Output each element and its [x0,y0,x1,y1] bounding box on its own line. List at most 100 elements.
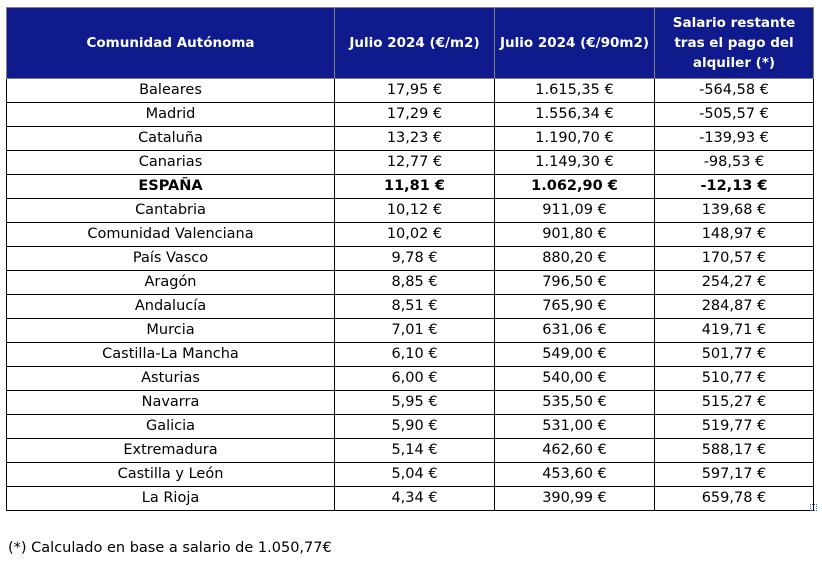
table-row: Aragón 8,85 €796,50 €254,27 € [6,270,814,295]
header-price-per-m2: Julio 2024 (€/m2) [334,7,495,79]
cell-price-per-m2: 6,10 € [334,342,495,367]
cell-price-per-m2: 8,85 € [334,270,495,295]
cell-price-per-90m2: 901,80 € [494,222,655,247]
table-row: Cantabria 10,12 €911,09 €139,68 € [6,198,814,223]
cell-price-per-90m2: 453,60 € [494,462,655,487]
cell-price-per-m2: 5,14 € [334,438,495,463]
cell-community: Navarra [6,390,335,415]
table-row: Asturias 6,00 €540,00 €510,77 € [6,366,814,391]
table-body: Baleares 17,95 €1.615,35 € -564,58 € Madrid… [6,78,814,511]
cell-price-per-90m2: 462,60 € [494,438,655,463]
cell-remaining-salary: 139,68 € [654,198,814,223]
table-row: Madrid 17,29 €1.556,34 € -505,57 € [6,102,814,127]
cell-remaining-salary: 659,78 € [654,486,814,511]
cell-community: Cataluña [6,126,335,151]
cell-community: Cantabria [6,198,335,223]
cell-community: Baleares [6,78,335,103]
cell-price-per-90m2: 1.615,35 € [494,78,655,103]
cell-price-per-90m2: 765,90 € [494,294,655,319]
table-row: País Vasco 9,78 €880,20 €170,57 € [6,246,814,271]
cell-remaining-salary: 510,77 € [654,366,814,391]
cell-price-per-m2: 7,01 € [334,318,495,343]
cell-price-per-m2: 17,95 € [334,78,495,103]
cell-community: Castilla y León [6,462,335,487]
cell-remaining-salary: 501,77 € [654,342,814,367]
cell-price-per-90m2: 540,00 € [494,366,655,391]
cell-price-per-m2: 17,29 € [334,102,495,127]
table-row: Canarias 12,77 €1.149,30 € -98,53 € [6,150,814,175]
table-row: Castilla-La Mancha 6,10 €549,00 €501,77 € [6,342,814,367]
cell-price-per-90m2: 531,00 € [494,414,655,439]
cell-price-per-m2: 5,04 € [334,462,495,487]
cell-remaining-salary: -98,53 € [654,150,814,175]
cell-price-per-m2: 13,23 € [334,126,495,151]
cell-remaining-salary: 419,71 € [654,318,814,343]
cell-remaining-salary: 519,77 € [654,414,814,439]
cell-community: Comunidad Valenciana [6,222,335,247]
table-row: Comunidad Valenciana 10,02 €901,80 €148,9… [6,222,814,247]
cell-remaining-salary: 254,27 € [654,270,814,295]
cell-remaining-salary: -505,57 € [654,102,814,127]
cell-price-per-90m2: 1.190,70 € [494,126,655,151]
cell-price-per-m2: 11,81 € [334,174,495,199]
cell-community: ESPAÑA [6,174,335,199]
cell-price-per-m2: 6,00 € [334,366,495,391]
cell-community: Andalucía [6,294,335,319]
cell-remaining-salary: -564,58 € [654,78,814,103]
cell-price-per-m2: 10,02 € [334,222,495,247]
cell-remaining-salary: 148,97 € [654,222,814,247]
rent-table: Comunidad Autónoma Julio 2024 (€/m2) Jul… [6,7,814,511]
selection-handle[interactable] [810,504,817,511]
header-price-per-90m2: Julio 2024 (€/90m2) [494,7,655,79]
cell-remaining-salary: 170,57 € [654,246,814,271]
rent-table-container: Comunidad Autónoma Julio 2024 (€/m2) Jul… [6,7,814,511]
cell-remaining-salary: 597,17 € [654,462,814,487]
cell-price-per-90m2: 535,50 € [494,390,655,415]
table-row: Cataluña 13,23 €1.190,70 € -139,93 € [6,126,814,151]
table-row: ESPAÑA 11,81 €1.062,90 € -12,13 € [6,174,814,199]
cell-community: Castilla-La Mancha [6,342,335,367]
cell-community: Extremadura [6,438,335,463]
table-row: Baleares 17,95 €1.615,35 € -564,58 € [6,78,814,103]
cell-remaining-salary: -12,13 € [654,174,814,199]
cell-community: Murcia [6,318,335,343]
cell-price-per-m2: 5,90 € [334,414,495,439]
cell-remaining-salary: 515,27 € [654,390,814,415]
cell-price-per-90m2: 1.556,34 € [494,102,655,127]
footnote: (*) Calculado en base a salario de 1.050… [8,540,332,556]
cell-community: La Rioja [6,486,335,511]
table-row: Navarra 5,95 €535,50 €515,27 € [6,390,814,415]
table-row: Extremadura 5,14 €462,60 €588,17 € [6,438,814,463]
cell-price-per-90m2: 880,20 € [494,246,655,271]
cell-price-per-90m2: 390,99 € [494,486,655,511]
cell-price-per-m2: 4,34 € [334,486,495,511]
cell-price-per-90m2: 911,09 € [494,198,655,223]
cell-remaining-salary: -139,93 € [654,126,814,151]
table-row: La Rioja 4,34 €390,99 €659,78 € [6,486,814,511]
cell-community: País Vasco [6,246,335,271]
cell-community: Canarias [6,150,335,175]
table-row: Galicia 5,90 €531,00 €519,77 € [6,414,814,439]
cell-community: Asturias [6,366,335,391]
cell-price-per-m2: 10,12 € [334,198,495,223]
cell-remaining-salary: 588,17 € [654,438,814,463]
cell-price-per-90m2: 631,06 € [494,318,655,343]
table-row: Andalucía 8,51 €765,90 €284,87 € [6,294,814,319]
header-community: Comunidad Autónoma [6,7,335,79]
cell-remaining-salary: 284,87 € [654,294,814,319]
cell-price-per-90m2: 796,50 € [494,270,655,295]
cell-price-per-m2: 5,95 € [334,390,495,415]
cell-price-per-m2: 12,77 € [334,150,495,175]
header-remaining-salary: Salario restante tras el pago del alquil… [654,7,814,79]
table-row: Murcia 7,01 €631,06 €419,71 € [6,318,814,343]
cell-price-per-90m2: 1.062,90 € [494,174,655,199]
table-header-row: Comunidad Autónoma Julio 2024 (€/m2) Jul… [6,7,814,79]
cell-price-per-90m2: 1.149,30 € [494,150,655,175]
cell-price-per-90m2: 549,00 € [494,342,655,367]
cell-price-per-m2: 9,78 € [334,246,495,271]
cell-community: Galicia [6,414,335,439]
cell-community: Madrid [6,102,335,127]
table-row: Castilla y León 5,04 €453,60 €597,17 € [6,462,814,487]
cell-community: Aragón [6,270,335,295]
cell-price-per-m2: 8,51 € [334,294,495,319]
